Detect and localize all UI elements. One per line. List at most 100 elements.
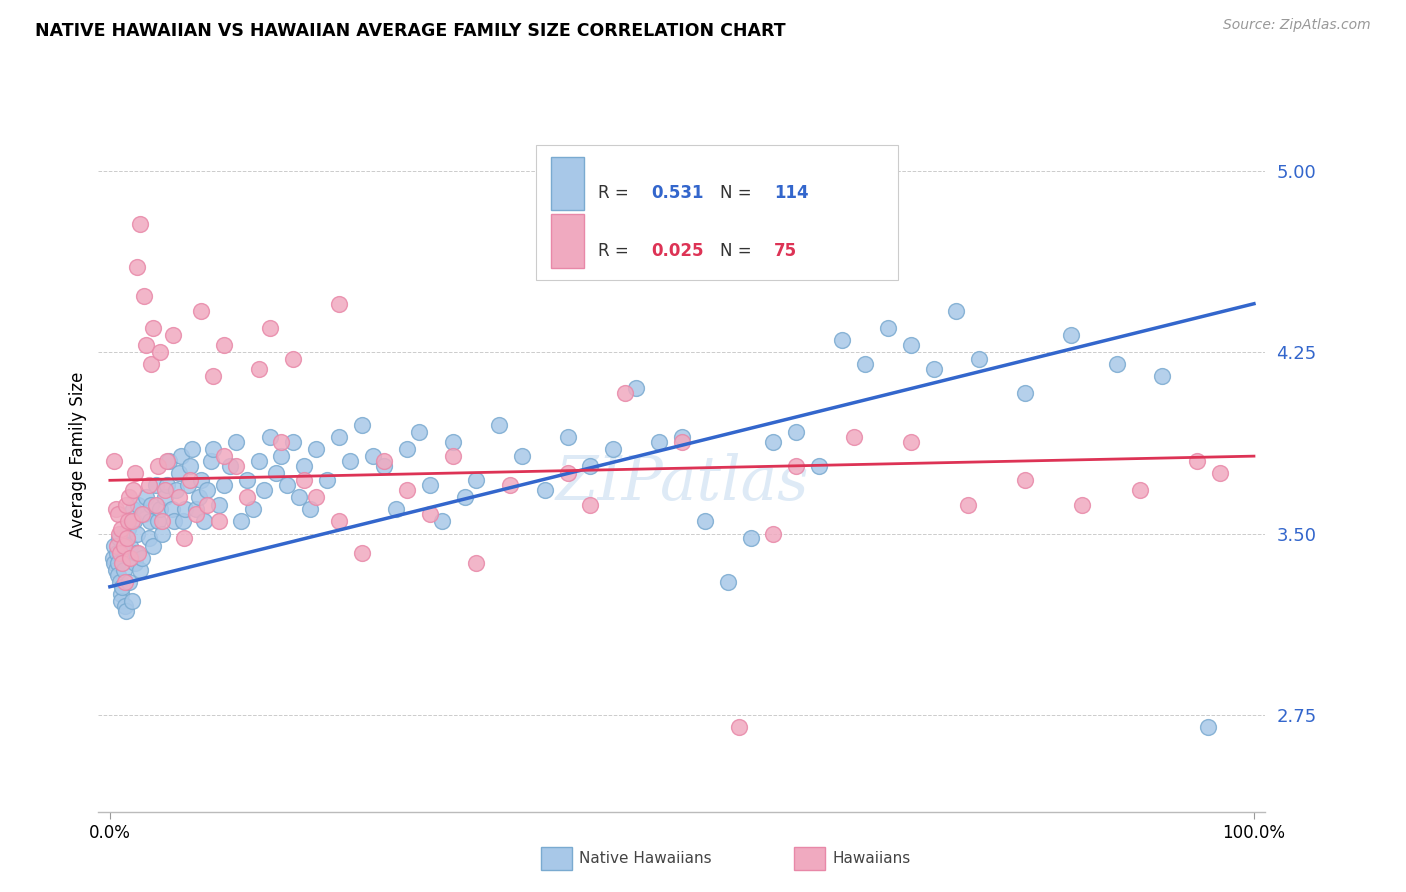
Point <box>292 473 315 487</box>
Point <box>111 556 134 570</box>
Point <box>131 550 153 565</box>
Point <box>167 490 190 504</box>
Point <box>120 539 142 553</box>
Point <box>115 532 138 546</box>
Point <box>1197 720 1219 734</box>
Point <box>1105 357 1128 371</box>
Point <box>281 434 304 449</box>
Point <box>139 498 162 512</box>
Point <box>131 507 153 521</box>
Point <box>146 515 169 529</box>
Point <box>135 490 157 504</box>
Text: R =: R = <box>598 242 634 260</box>
Point <box>602 442 624 456</box>
Point <box>134 507 156 521</box>
Point <box>624 381 647 395</box>
Point <box>107 556 129 570</box>
Point <box>1243 841 1265 855</box>
Point <box>453 490 475 504</box>
Point <box>785 458 807 473</box>
Point <box>127 260 149 275</box>
Point <box>104 502 127 516</box>
Point <box>1014 473 1036 487</box>
Point <box>173 532 195 546</box>
Point <box>808 458 831 473</box>
Point <box>1243 841 1265 855</box>
Point <box>292 458 315 473</box>
Point <box>236 473 259 487</box>
Point <box>179 473 201 487</box>
Point <box>1071 498 1094 512</box>
Point <box>108 532 131 546</box>
Point <box>172 515 194 529</box>
Point <box>110 522 132 536</box>
Point <box>128 217 150 231</box>
Point <box>104 563 127 577</box>
Point <box>214 449 236 463</box>
Point <box>179 458 201 473</box>
Point <box>876 321 898 335</box>
Point <box>152 526 174 541</box>
Point <box>114 574 136 589</box>
Point <box>328 297 350 311</box>
Point <box>253 483 276 497</box>
Point <box>121 594 143 608</box>
Point <box>1185 454 1208 468</box>
Point <box>316 473 339 487</box>
Point <box>156 478 179 492</box>
Point <box>112 563 135 577</box>
Point <box>170 449 193 463</box>
Point <box>190 473 212 487</box>
Point <box>181 442 204 456</box>
Point <box>762 434 785 449</box>
Point <box>108 546 131 560</box>
Point <box>107 507 129 521</box>
Point <box>579 498 602 512</box>
Point <box>152 515 174 529</box>
Point <box>115 532 138 546</box>
Point <box>214 338 236 352</box>
Point <box>115 498 138 512</box>
Text: Source: ZipAtlas.com: Source: ZipAtlas.com <box>1223 18 1371 32</box>
Point <box>247 362 270 376</box>
Point <box>176 478 198 492</box>
Point <box>717 574 740 589</box>
Point <box>339 454 361 468</box>
Point <box>125 546 148 560</box>
Point <box>247 454 270 468</box>
Point <box>350 417 373 432</box>
Point <box>408 425 430 439</box>
Point <box>648 434 671 449</box>
Point <box>107 567 129 582</box>
Point <box>160 502 183 516</box>
Point <box>121 502 143 516</box>
Point <box>488 417 510 432</box>
Point <box>138 532 160 546</box>
Point <box>922 362 945 376</box>
Point <box>785 425 807 439</box>
Point <box>118 574 141 589</box>
Point <box>149 345 172 359</box>
Point <box>165 483 187 497</box>
Point <box>105 539 128 553</box>
Text: Native Hawaiians: Native Hawaiians <box>579 852 711 866</box>
Point <box>557 430 579 444</box>
Point <box>264 466 287 480</box>
Point <box>117 522 139 536</box>
FancyBboxPatch shape <box>551 214 583 268</box>
Point <box>127 546 149 560</box>
Point <box>145 498 167 512</box>
Point <box>762 526 785 541</box>
Point <box>108 526 131 541</box>
Point <box>225 458 247 473</box>
Point <box>299 502 322 516</box>
Point <box>533 483 555 497</box>
Point <box>219 458 242 473</box>
Point <box>146 458 169 473</box>
Point <box>149 502 172 516</box>
Point <box>105 546 128 560</box>
Point <box>162 328 184 343</box>
Point <box>361 449 384 463</box>
Point <box>510 449 533 463</box>
Point <box>195 483 218 497</box>
